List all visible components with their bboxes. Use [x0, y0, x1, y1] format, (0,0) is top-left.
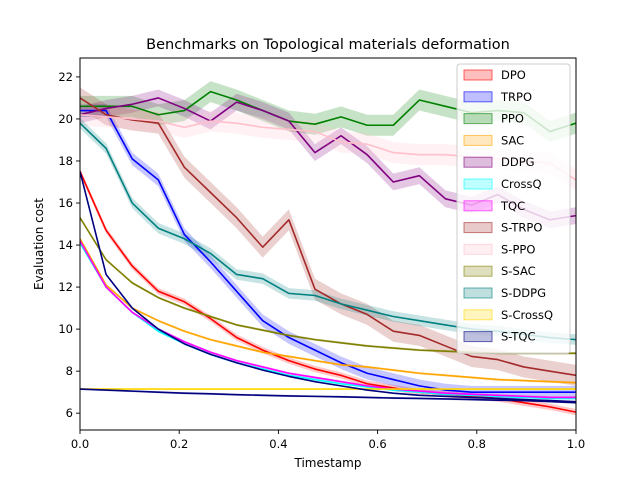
chart-title: Benchmarks on Topological materials defo…	[146, 37, 510, 53]
legend-label-s-sac: S-SAC	[501, 264, 536, 278]
legend-swatch-crossq	[463, 178, 493, 190]
y-tick-label: 6	[66, 406, 73, 420]
legend: DPO TRPO PPO SAC DDPG CrossQ TQC S-TRPO S-PPO S-S…	[456, 63, 571, 354]
x-tick-label: 0.4	[269, 437, 287, 451]
y-tick-label: 10	[58, 322, 73, 336]
legend-swatch-ddpg	[463, 156, 493, 168]
line-unlabeled-13	[80, 171, 576, 403]
legend-swatch-s-sac	[463, 265, 493, 277]
legend-swatch-tqc	[463, 200, 493, 212]
y-tick-label: 14	[58, 238, 73, 252]
legend-swatch-s-ddpg	[463, 287, 493, 299]
legend-label-s-tqc: S-TQC	[501, 330, 536, 344]
x-tick-label: 0.6	[368, 437, 386, 451]
legend-label-tqc: TQC	[500, 199, 525, 213]
legend-frame	[456, 63, 571, 354]
legend-label-ppo: PPO	[501, 112, 524, 126]
line-sac	[80, 238, 576, 384]
x-tick-label: 0.8	[468, 437, 486, 451]
line-trpo	[80, 109, 576, 393]
legend-swatch-ppo	[463, 113, 493, 125]
legend-swatch-s-ppo	[463, 243, 493, 255]
line-s-tqc	[80, 388, 576, 404]
y-tick-label: 16	[58, 196, 73, 210]
legend-label-s-ddpg: S-DDPG	[501, 286, 546, 300]
y-tick-label: 12	[58, 280, 73, 294]
band-ddpg	[80, 89, 576, 229]
x-tick-label: 1.0	[567, 437, 585, 451]
x-axis: 0.0 0.2 0.4 0.6 0.8 1.0	[71, 430, 585, 451]
legend-swatch-trpo	[463, 91, 493, 103]
line-s-trpo	[80, 97, 576, 377]
plot-frame	[79, 57, 577, 431]
legend-label-crossq: CrossQ	[501, 177, 542, 191]
legend-swatch-s-crossq	[463, 309, 493, 321]
x-tick-label: 0.0	[71, 437, 89, 451]
legend-label-s-ppo: S-PPO	[501, 242, 535, 256]
legend-label-sac: SAC	[501, 133, 524, 147]
plot-area	[79, 57, 577, 431]
legend-label-dpo: DPO	[501, 68, 526, 82]
y-tick-label: 8	[66, 364, 73, 378]
x-axis-label: Timestamp	[294, 456, 362, 470]
legend-swatch-s-trpo	[463, 222, 493, 234]
legend-swatch-sac	[463, 134, 493, 146]
legend-label-s-trpo: S-TRPO	[501, 221, 542, 235]
legend-swatch-s-tqc	[463, 331, 493, 343]
y-axis: 6 8 10 12 14 16 18 20 22	[58, 70, 80, 420]
y-axis-label: Evaluation cost	[32, 198, 46, 290]
legend-swatch-dpo	[463, 69, 493, 81]
line-crossq	[80, 242, 576, 400]
y-tick-label: 20	[58, 112, 73, 126]
x-tick-label: 0.2	[170, 437, 188, 451]
band-s-ppo	[80, 104, 576, 191]
legend-label-s-crossq: S-CrossQ	[501, 308, 553, 322]
y-tick-label: 22	[58, 70, 73, 84]
band-s-trpo	[80, 87, 576, 386]
y-tick-label: 18	[58, 154, 73, 168]
legend-label-trpo: TRPO	[500, 90, 532, 104]
legend-label-ddpg: DDPG	[501, 155, 535, 169]
